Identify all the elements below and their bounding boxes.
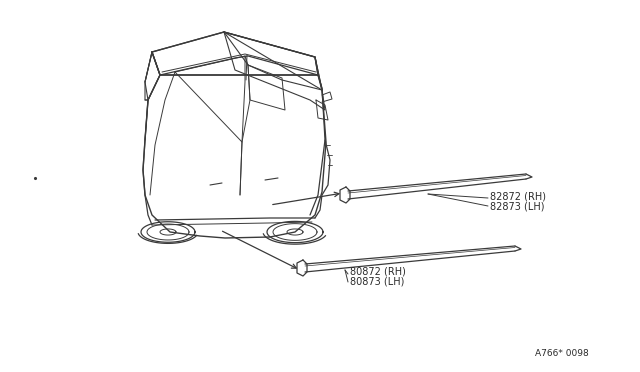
Text: 80872 (RH): 80872 (RH) [350, 267, 406, 277]
Text: 82872 (RH): 82872 (RH) [490, 191, 546, 201]
Text: 82873 (LH): 82873 (LH) [490, 201, 545, 211]
Text: A766* 0098: A766* 0098 [535, 349, 589, 358]
Text: 80873 (LH): 80873 (LH) [350, 277, 404, 287]
